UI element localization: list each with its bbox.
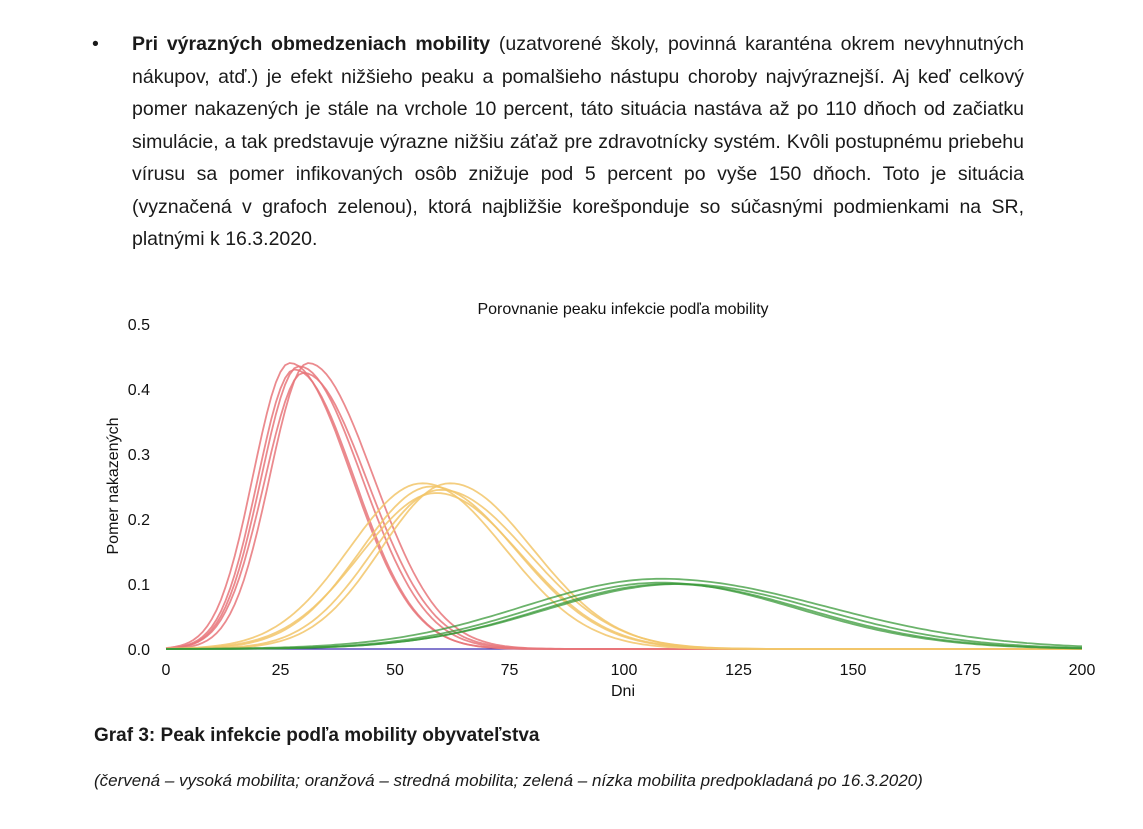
- y-tick-label: 0.4: [128, 382, 150, 399]
- paragraph-bold-lead: Pri výrazných obmedzeniach mobility: [132, 33, 491, 55]
- series-line-green: [166, 583, 1083, 650]
- x-ticks: 0 25 50 75 100 125 150 175 200: [162, 662, 1096, 679]
- series-line-red: [165, 368, 1082, 650]
- y-tick-label: 0.0: [128, 642, 150, 659]
- bullet-mark: •: [92, 33, 99, 55]
- series-line-orange: [166, 492, 1082, 650]
- series-line-orange: [165, 482, 1082, 650]
- figure-note: (červená – vysoká mobilita; oranžová – s…: [94, 771, 923, 790]
- y-tick-label: 0.2: [128, 512, 150, 529]
- y-tick-label: 0.1: [128, 577, 150, 594]
- series-line-red: [165, 365, 1082, 650]
- y-axis-label: Pomer nakazených: [105, 418, 122, 555]
- x-tick-label: 75: [501, 662, 519, 679]
- x-axis-label: Dni: [611, 683, 635, 700]
- paragraph-text: (uzatvorené školy, povinná karanténa okr…: [132, 33, 1024, 250]
- x-tick-label: 0: [162, 662, 171, 679]
- y-tick-label: 0.3: [128, 447, 150, 464]
- x-tick-label: 50: [386, 662, 404, 679]
- paragraph: Pri výrazných obmedzeniach mobility (uza…: [132, 28, 1024, 256]
- series-line-red: [165, 371, 1082, 650]
- series-line-orange: [166, 488, 1082, 650]
- infection-peak-chart: Porovnanie peaku infekcie podľa mobility…: [105, 301, 1096, 700]
- series-line-orange: [166, 482, 1082, 650]
- series-line-red: [165, 362, 1082, 650]
- chart-title: Porovnanie peaku infekcie podľa mobility: [477, 301, 768, 318]
- figure-caption: Graf 3: Peak infekcie podľa mobility oby…: [94, 725, 540, 746]
- x-tick-label: 100: [611, 662, 638, 679]
- series-line-orange: [165, 485, 1082, 650]
- series-line-red: [165, 362, 1082, 650]
- y-tick-label: 0.5: [128, 317, 150, 334]
- x-tick-label: 150: [840, 662, 867, 679]
- series-lines: [165, 362, 1083, 650]
- y-ticks: 0.0 0.1 0.2 0.3 0.4 0.5: [128, 317, 150, 659]
- series-line-green: [166, 577, 1083, 650]
- x-tick-label: 25: [272, 662, 290, 679]
- x-tick-label: 175: [954, 662, 981, 679]
- x-tick-label: 125: [725, 662, 752, 679]
- x-tick-label: 200: [1069, 662, 1096, 679]
